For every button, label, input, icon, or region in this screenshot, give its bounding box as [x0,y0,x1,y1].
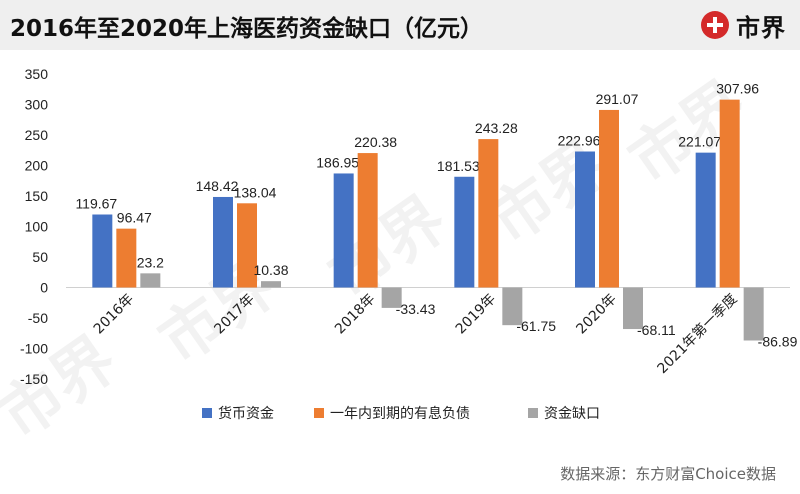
data-source: 数据来源：东方财富Choice数据 [560,465,776,483]
legend-swatch [528,408,538,418]
x-tick-label: 2016年 [91,291,137,337]
data-label: 23.2 [137,254,164,270]
y-tick-label: 350 [25,66,49,82]
data-label: 119.67 [75,196,117,212]
bar-2 [719,99,740,288]
legend-swatch [314,408,324,418]
bar-2 [599,109,619,288]
y-tick-label: -50 [28,310,48,326]
bar-1 [213,196,233,288]
bar-3 [502,287,523,326]
bar-1 [695,152,716,288]
y-tick-label: -100 [20,341,48,357]
brand-name: 市界 [736,13,786,42]
legend-swatch [202,408,212,418]
bar-1 [333,173,354,288]
data-label: 96.47 [117,210,152,226]
x-tick-label: 2019年 [453,291,499,337]
y-tick-label: 100 [25,219,49,235]
data-label: 186.95 [316,154,359,170]
data-label: 243.28 [475,120,518,136]
bar-3 [743,287,764,341]
y-tick-label: 200 [25,158,49,174]
y-tick-label: -150 [20,371,48,387]
data-label: 222.96 [558,132,601,148]
brand-mark-icon [701,11,729,39]
legend-label: 资金缺口 [544,406,600,422]
bar-1 [575,151,595,288]
y-tick-label: 0 [40,280,48,296]
y-tick-label: 150 [25,188,49,204]
bar-2 [237,203,257,288]
data-label: 220.38 [354,134,397,150]
x-tick-label: 2020年 [573,291,619,337]
chart-title: 2016年至2020年上海医药资金缺口（亿元） [10,16,484,42]
bar-3 [623,287,643,330]
data-label: 181.53 [437,158,480,174]
y-tick-label: 250 [25,127,49,143]
data-label: -86.89 [758,334,798,350]
legend-label: 一年内到期的有息负债 [330,405,470,422]
y-tick-label: 300 [25,97,49,113]
data-label: 307.96 [716,81,759,97]
data-label: 138.04 [234,184,277,200]
data-label: -68.11 [637,322,676,338]
bar-1 [454,176,475,288]
bar-1 [92,214,113,288]
data-label: 221.07 [678,134,721,150]
data-label: 148.42 [196,178,239,194]
data-label: -33.43 [396,301,436,317]
title-bar: 2016年至2020年上海医药资金缺口（亿元） 市界 [0,0,800,50]
legend-label: 货币资金 [218,405,274,422]
data-label: 10.38 [253,262,288,278]
data-label: -61.75 [516,318,556,334]
bar-3 [261,281,281,288]
bar-3 [140,273,161,288]
y-tick-label: 50 [32,249,48,265]
brand-logo: 市界 [700,7,786,43]
bar-2 [478,139,499,288]
bar-2 [357,153,378,288]
data-label: 291.07 [596,91,639,107]
bar-3 [381,287,402,308]
bar-2 [116,228,137,288]
